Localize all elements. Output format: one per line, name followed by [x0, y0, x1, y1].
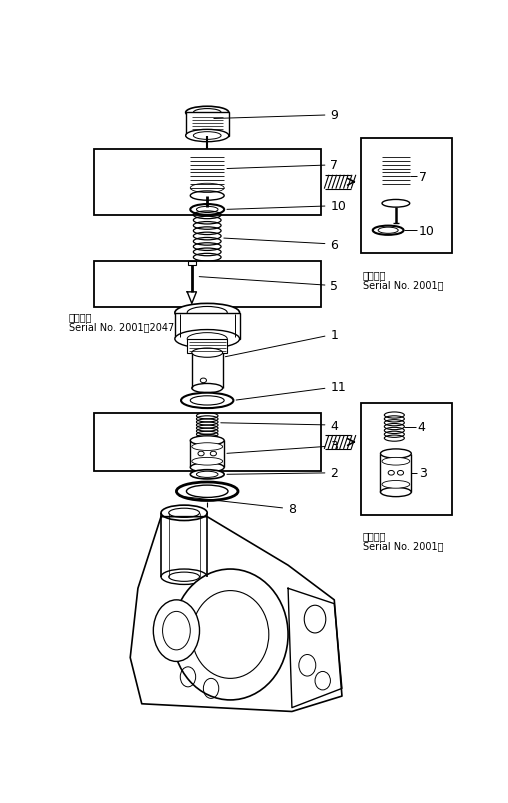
Ellipse shape	[190, 463, 224, 472]
Text: 適用号機: 適用号機	[363, 531, 386, 541]
Ellipse shape	[185, 107, 229, 120]
Ellipse shape	[373, 226, 403, 235]
Ellipse shape	[382, 200, 410, 208]
Text: Serial No. 2001～: Serial No. 2001～	[363, 541, 443, 551]
Text: 10: 10	[227, 200, 346, 213]
Ellipse shape	[192, 458, 223, 466]
Ellipse shape	[192, 349, 223, 358]
Ellipse shape	[190, 205, 224, 215]
Ellipse shape	[176, 483, 238, 501]
Text: 1: 1	[226, 328, 338, 357]
Ellipse shape	[190, 470, 224, 479]
Ellipse shape	[380, 487, 411, 497]
Text: 4: 4	[221, 419, 338, 432]
Text: 9: 9	[214, 109, 338, 122]
Ellipse shape	[382, 481, 410, 488]
Bar	[94, 414, 321, 471]
Bar	[94, 150, 321, 215]
Ellipse shape	[380, 450, 411, 459]
Bar	[187, 340, 227, 353]
Ellipse shape	[382, 458, 410, 466]
Ellipse shape	[173, 569, 288, 700]
Text: 3: 3	[227, 440, 338, 454]
Text: 11: 11	[236, 381, 346, 401]
Text: 6: 6	[224, 238, 338, 251]
Ellipse shape	[161, 506, 207, 521]
Ellipse shape	[175, 304, 240, 323]
Bar	[175, 313, 240, 340]
Text: 7: 7	[227, 159, 338, 172]
Ellipse shape	[161, 569, 207, 585]
Text: 5: 5	[199, 277, 338, 293]
Text: Serial No. 2001～2047: Serial No. 2001～2047	[69, 322, 174, 332]
Ellipse shape	[175, 330, 240, 349]
Text: 適用号機: 適用号機	[363, 269, 386, 279]
Ellipse shape	[192, 384, 223, 393]
Bar	[361, 139, 452, 254]
Bar	[361, 404, 452, 516]
Bar	[185, 113, 229, 137]
Text: 3: 3	[419, 467, 427, 479]
Bar	[94, 262, 321, 308]
Text: 7: 7	[419, 170, 427, 184]
Ellipse shape	[192, 443, 223, 451]
Ellipse shape	[153, 600, 200, 662]
Ellipse shape	[190, 436, 224, 446]
Text: 適用号機: 適用号機	[69, 312, 92, 322]
Text: 10: 10	[419, 225, 435, 238]
Text: Serial No. 2001～: Serial No. 2001～	[363, 279, 443, 289]
Ellipse shape	[185, 130, 229, 142]
Ellipse shape	[190, 192, 224, 201]
Text: 8: 8	[179, 496, 296, 516]
Ellipse shape	[181, 393, 233, 409]
Text: 4: 4	[418, 421, 425, 434]
Bar	[188, 262, 196, 266]
Text: 2: 2	[227, 467, 338, 479]
